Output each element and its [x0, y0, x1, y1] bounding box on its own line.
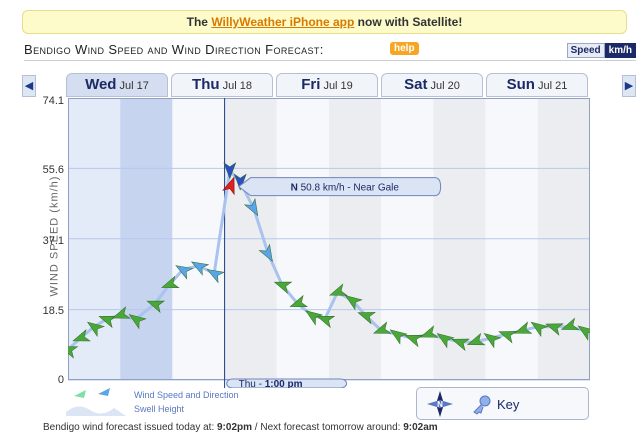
tab-thu[interactable]: Thu Jul 18	[171, 73, 273, 97]
y-tick-label: 74.1	[42, 95, 64, 107]
tab-date: Jul 19	[323, 80, 353, 92]
wind-arrow	[357, 312, 376, 325]
wind-arrow-swatch-strong	[98, 388, 110, 396]
wind-arrow	[128, 314, 147, 330]
wind-arrow	[466, 332, 486, 346]
wind-arrow	[258, 243, 273, 262]
key-label: Key	[497, 397, 520, 412]
tooltip-text: N 50.8 km/h - Near Gale	[291, 183, 400, 194]
legend-swatch	[66, 388, 126, 416]
wind-arrow	[72, 329, 91, 342]
wind-arrow	[577, 325, 590, 341]
tab-date: Jul 18	[222, 80, 252, 92]
page-title: Bendigo Wind Speed and Wind Direction Fo…	[24, 42, 324, 57]
wind-arrow	[146, 300, 165, 313]
footer-prefix: Bendigo wind forecast issued today at:	[43, 422, 217, 433]
wind-arrow	[206, 269, 225, 284]
wind-arrow	[243, 198, 259, 217]
time-label-time: 1:00 pm	[265, 379, 303, 388]
wind-arrow	[305, 310, 324, 326]
tooltip-speed: 50.8 km/h - Near Gale	[301, 183, 400, 194]
tab-day: Fri	[301, 76, 321, 93]
promo-banner[interactable]: The WillyWeather iPhone app now with Sat…	[22, 10, 627, 34]
wind-arrow	[344, 295, 363, 311]
next-forecast-time: 9:02am	[403, 422, 438, 433]
banner-suffix: now with Satellite!	[354, 15, 463, 29]
tab-sat[interactable]: Sat Jul 20	[381, 73, 483, 97]
wind-arrow	[112, 306, 131, 319]
tab-date: Jul 21	[538, 80, 568, 92]
tooltip-bubble	[237, 177, 442, 197]
wind-arrow	[190, 261, 210, 276]
wind-arrow	[273, 281, 293, 294]
wind-arrow	[389, 329, 408, 345]
units-value[interactable]: km/h	[604, 43, 636, 58]
wind-arrow	[483, 333, 502, 349]
time-label-day: Thu -	[239, 379, 265, 388]
time-marker-label: Thu - 1:00 pm	[226, 378, 348, 388]
tab-date: Jul 17	[119, 80, 149, 92]
units-toggle[interactable]: Speed km/h	[566, 43, 636, 58]
tab-day: Thu	[192, 76, 220, 93]
banner-prefix: The	[186, 15, 212, 29]
wind-arrow	[545, 323, 564, 336]
wind-arrow	[329, 283, 348, 296]
next-day-button[interactable]: ▶	[622, 75, 636, 97]
time-label-text: Thu - 1:00 pm	[239, 379, 303, 388]
legend-wind: Wind Speed and Direction	[134, 390, 239, 400]
wind-arrow	[68, 346, 79, 359]
wind-arrow	[404, 334, 423, 348]
tab-fri[interactable]: Fri Jul 19	[276, 73, 378, 97]
compass-letter: N	[437, 400, 443, 409]
wind-arrow	[223, 162, 237, 180]
wind-arrow	[161, 275, 180, 289]
issued-time: 9:02pm	[217, 422, 253, 433]
legend-swell: Swell Height	[134, 404, 185, 414]
point-tooltip: N 50.8 km/h - Near Gale	[237, 177, 442, 197]
wind-arrow	[316, 315, 336, 329]
y-tick-label: 18.5	[42, 305, 64, 317]
wind-arrow	[436, 333, 455, 349]
wind-arrow	[373, 321, 392, 334]
y-tick-label: 37.1	[42, 235, 64, 247]
time-label-box	[226, 378, 348, 388]
footer-middle: / Next forecast tomorrow around:	[252, 422, 404, 433]
wind-arrow-swatch-light	[74, 390, 86, 398]
tab-day: Sun	[506, 76, 535, 93]
wind-arrow	[513, 321, 533, 334]
chart-header: Bendigo Wind Speed and Wind Direction Fo…	[24, 40, 636, 61]
wind-chart[interactable]: N 50.8 km/h - Near Gale Thu - 1:00 pm	[68, 98, 590, 388]
units-label: Speed	[566, 43, 605, 58]
wind-arrow	[451, 338, 470, 352]
help-button[interactable]: help	[390, 42, 419, 55]
direction-arrows	[68, 162, 590, 359]
tab-day: Sat	[404, 76, 428, 93]
y-tick-label: 55.6	[42, 164, 64, 176]
wind-arrow	[530, 321, 549, 338]
tab-date: Jul 20	[430, 80, 460, 92]
key-button[interactable]: N Key	[416, 387, 589, 420]
compass-icon: N	[427, 391, 453, 417]
wind-arrow	[560, 317, 580, 330]
tooltip-direction: N	[291, 183, 301, 194]
key-icon	[473, 395, 491, 415]
wind-arrow	[498, 331, 517, 344]
tab-wed[interactable]: Wed Jul 17	[66, 73, 168, 97]
wind-arrow	[175, 265, 194, 280]
wind-arrow	[289, 294, 309, 308]
chart-legend: Wind Speed and Direction Swell Height	[64, 386, 244, 420]
wind-arrow	[86, 321, 105, 338]
forecast-footer: Bendigo wind forecast issued today at: 9…	[43, 422, 438, 433]
selected-wind-arrow	[222, 176, 235, 196]
prev-day-button[interactable]: ◀	[22, 75, 36, 97]
y-tick-label: 0	[57, 374, 64, 386]
wind-arrow	[419, 325, 439, 338]
tab-day: Wed	[85, 76, 117, 93]
swell-swatch	[66, 406, 126, 416]
tab-sun[interactable]: Sun Jul 21	[486, 73, 588, 97]
banner-app-link[interactable]: WillyWeather iPhone app	[211, 15, 355, 29]
